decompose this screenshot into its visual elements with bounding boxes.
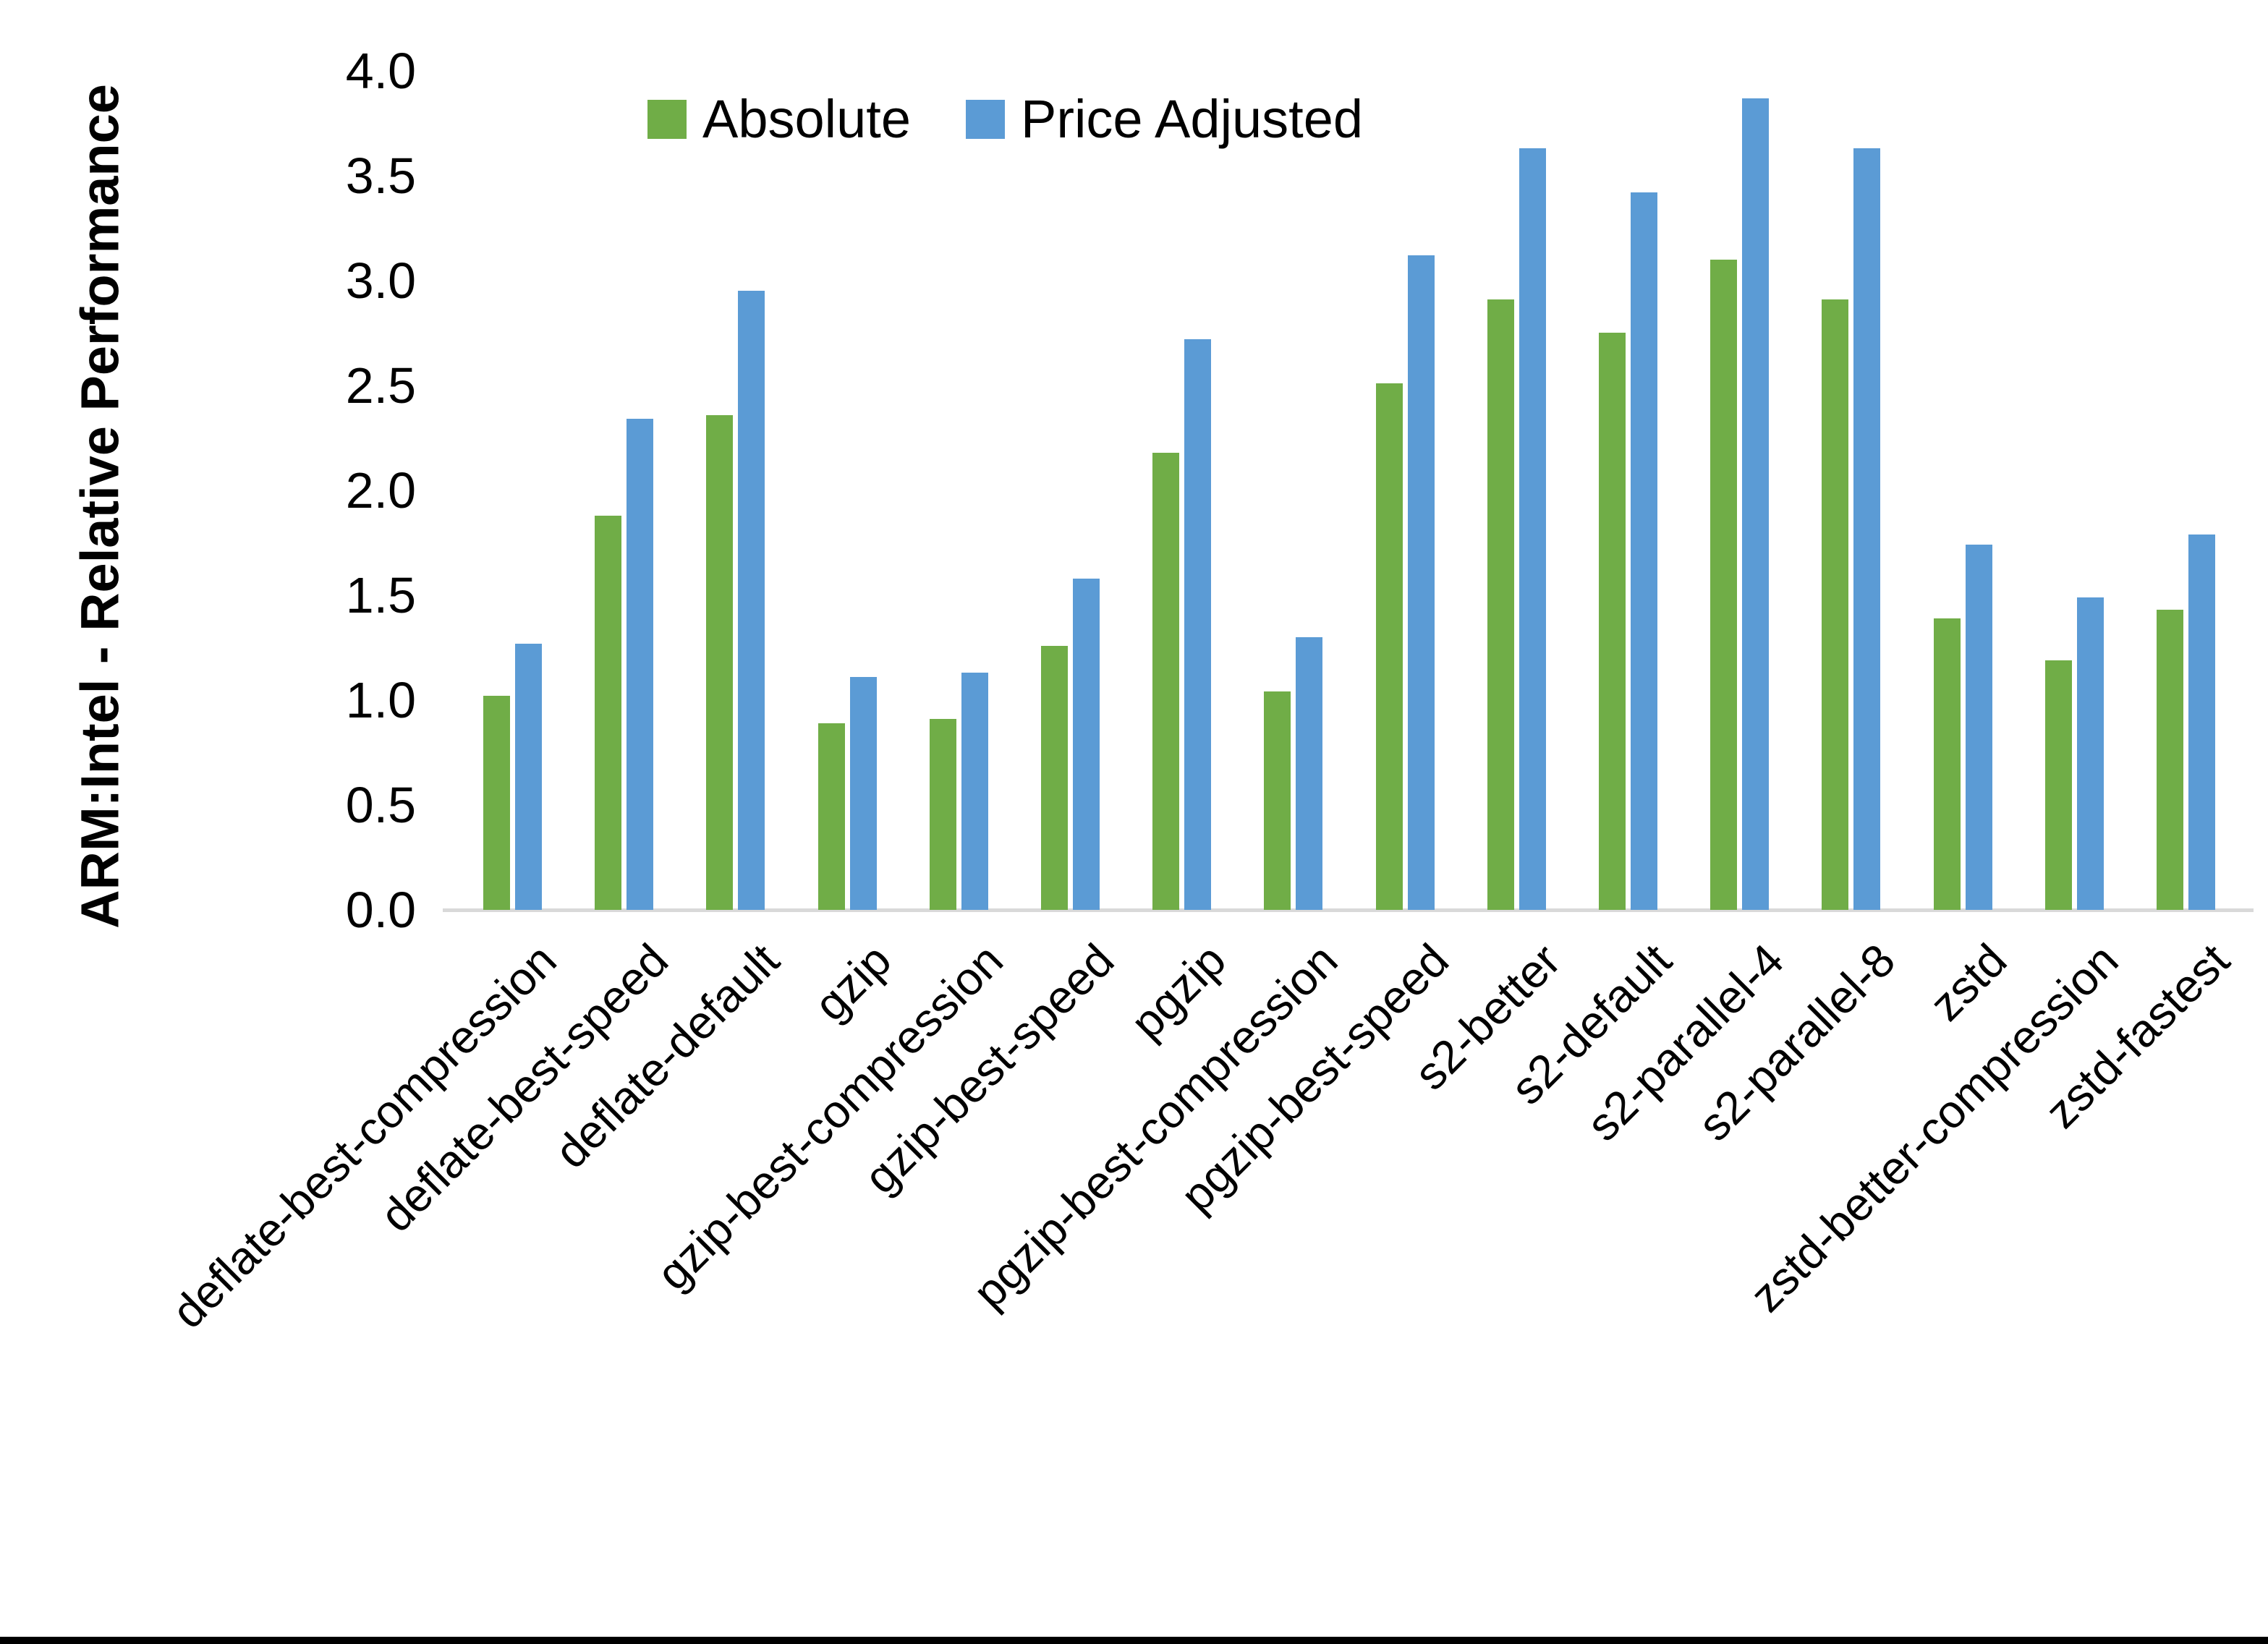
y-tick-label: 4.0: [345, 43, 416, 99]
bar-price-adjusted-pgzip-best-compression: [1296, 637, 1322, 910]
y-axis-title: ARM:Intel - Relative Performance: [69, 84, 130, 929]
y-tick-label: 2.0: [345, 462, 416, 519]
bar-absolute-zstd-better-compression: [2045, 660, 2072, 910]
legend-item-price-adjusted: Price Adjusted: [965, 88, 1364, 150]
legend-label-price-adjusted: Price Adjusted: [1020, 89, 1364, 149]
bar-price-adjusted-s2-parallel-4: [1742, 98, 1769, 910]
bar-price-adjusted-zstd: [1966, 545, 1992, 910]
y-tick-label: 1.5: [345, 567, 416, 623]
bar-absolute-gzip-best-speed: [1041, 646, 1068, 910]
y-tick-label: 3.5: [345, 148, 416, 204]
y-tick-label: 3.0: [345, 252, 416, 309]
bottom-border-bar: [0, 1637, 2268, 1644]
bar-price-adjusted-zstd-better-compression: [2077, 597, 2104, 910]
x-tick-label: zstd: [1919, 934, 2017, 1031]
bar-absolute-zstd-fastest: [2157, 610, 2183, 910]
bar-absolute-s2-better: [1487, 299, 1514, 910]
x-axis-line: [443, 908, 2254, 912]
bar-absolute-deflate-best-compression: [483, 696, 510, 910]
bar-price-adjusted-gzip: [850, 677, 877, 910]
bar-price-adjusted-s2-better: [1519, 148, 1546, 910]
bar-absolute-s2-default: [1599, 333, 1626, 910]
bar-absolute-pgzip-best-speed: [1376, 383, 1403, 910]
y-tick-label: 0.5: [345, 777, 416, 833]
y-tick-label: 2.5: [345, 357, 416, 414]
bar-absolute-s2-parallel-8: [1822, 299, 1848, 910]
bar-absolute-pgzip-best-compression: [1264, 691, 1291, 910]
bar-absolute-deflate-default: [706, 415, 733, 910]
bar-absolute-pgzip: [1152, 453, 1179, 910]
bar-absolute-gzip: [818, 723, 845, 910]
bar-absolute-zstd: [1934, 618, 1961, 910]
bar-price-adjusted-gzip-best-compression: [961, 673, 988, 910]
legend-item-absolute: Absolute: [647, 88, 911, 150]
legend-label-absolute: Absolute: [702, 89, 911, 149]
legend: Absolute Price Adjusted: [647, 88, 1363, 150]
bar-price-adjusted-pgzip: [1184, 339, 1211, 910]
bar-price-adjusted-zstd-fastest: [2188, 534, 2215, 910]
bar-price-adjusted-deflate-default: [738, 291, 765, 910]
y-tick-label: 0.0: [345, 882, 416, 938]
bar-price-adjusted-deflate-best-compression: [515, 644, 542, 910]
bar-price-adjusted-s2-default: [1631, 192, 1657, 910]
bar-price-adjusted-gzip-best-speed: [1073, 579, 1100, 910]
y-tick-label: 1.0: [345, 672, 416, 728]
bar-price-adjusted-pgzip-best-speed: [1408, 255, 1435, 910]
bar-absolute-deflate-best-speed: [595, 516, 621, 910]
bar-price-adjusted-s2-parallel-8: [1853, 148, 1880, 910]
bar-absolute-s2-parallel-4: [1710, 260, 1737, 910]
legend-swatch-absolute-icon: [647, 99, 687, 139]
x-tick-label: gzip: [804, 934, 901, 1031]
legend-swatch-price-adjusted-icon: [965, 99, 1005, 139]
bar-price-adjusted-deflate-best-speed: [627, 419, 653, 910]
bar-absolute-gzip-best-compression: [930, 719, 956, 910]
